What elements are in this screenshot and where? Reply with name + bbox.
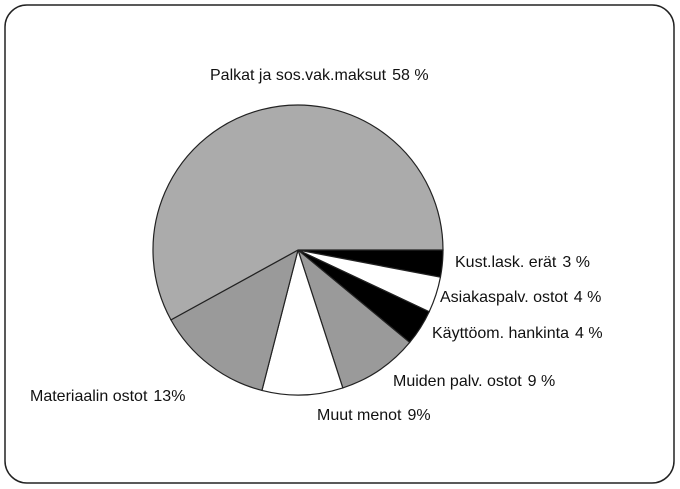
slice-label: Asiakaspalv. ostot 4 % xyxy=(440,289,601,306)
category-label: Palkat ja sos.vak.maksut xyxy=(210,67,387,84)
category-label: Kust.lask. erät xyxy=(455,254,557,271)
category-label: Käyttöom. hankinta xyxy=(432,325,569,342)
pie-slice xyxy=(261,247,344,396)
slice-label: Materiaalin ostot 13% xyxy=(30,388,185,405)
category-label: Asiakaspalv. ostot xyxy=(440,289,568,306)
category-label: Muiden palv. ostot xyxy=(393,373,522,390)
category-label: Muut menot xyxy=(317,407,402,424)
pie-slice xyxy=(152,104,444,321)
pie-slice xyxy=(296,248,411,389)
pie-slice xyxy=(170,248,299,392)
slice-label: Muut menot 9% xyxy=(317,407,431,424)
category-label: Materiaalin ostot xyxy=(30,388,148,405)
value-label: 9 % xyxy=(528,373,556,390)
slice-label: Palkat ja sos.vak.maksut 58 % xyxy=(210,67,429,84)
value-label: 4 % xyxy=(574,289,602,306)
value-label: 3 % xyxy=(562,254,590,271)
value-label: 58 % xyxy=(392,67,428,84)
slice-label: Kust.lask. erät 3 % xyxy=(455,254,590,271)
slice-label: Käyttöom. hankinta 4 % xyxy=(432,325,603,342)
value-label: 9% xyxy=(407,407,430,424)
value-label: 13% xyxy=(153,388,185,405)
value-label: 4 % xyxy=(575,325,603,342)
slice-label: Muiden palv. ostot 9 % xyxy=(393,373,555,390)
